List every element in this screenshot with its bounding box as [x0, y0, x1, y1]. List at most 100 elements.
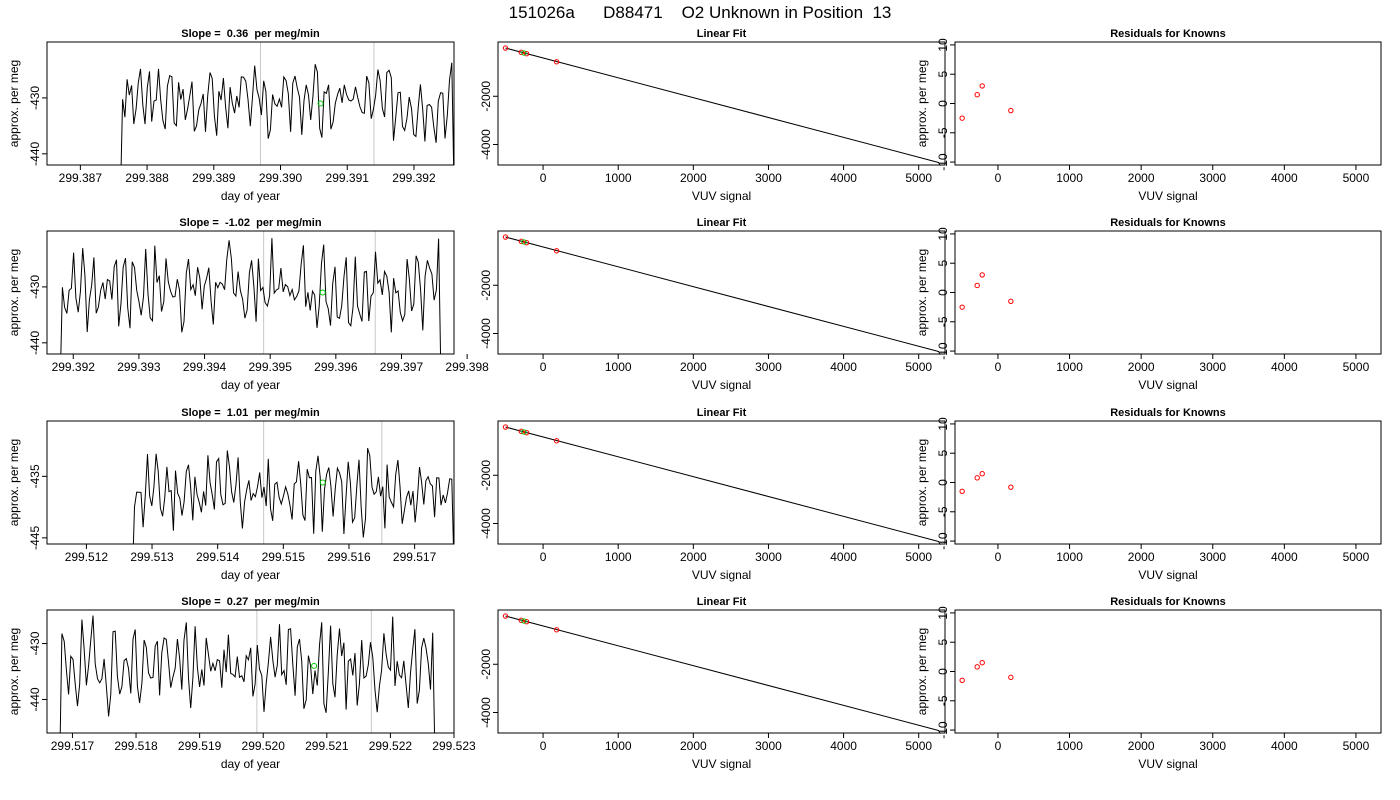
y-tick-label: 5 — [936, 260, 950, 267]
known-point — [523, 429, 530, 436]
x-tick-label: 299.390 — [259, 171, 303, 185]
known-point — [523, 50, 530, 57]
x-tick-label: 4000 — [830, 360, 857, 374]
y-tick-label: -4000 — [479, 318, 493, 349]
plot-frame — [497, 41, 946, 166]
x-axis-label: VUV signal — [1138, 757, 1197, 771]
x-tick-label: 299.523 — [432, 739, 476, 753]
known-point — [974, 92, 980, 98]
y-tick-label: -5 — [936, 127, 950, 138]
x-tick-label: 2000 — [1128, 171, 1155, 185]
known-point — [974, 475, 980, 481]
known-point — [959, 304, 965, 310]
x-axis-label: VUV signal — [692, 568, 751, 582]
x-axis-label: VUV signal — [1138, 568, 1197, 582]
unknown-point — [319, 289, 326, 296]
y-tick-label: -10 — [936, 153, 950, 171]
y-axis-label: approx. per meg — [915, 60, 929, 147]
x-tick-label: 3000 — [755, 550, 782, 564]
y-tick-label: -5 — [936, 695, 950, 706]
known-point — [553, 248, 560, 254]
panel-time-series-row-3: Slope = 1.01 per meg/min 299.512 299.513 29… — [7, 407, 455, 582]
known-point — [959, 677, 965, 683]
y-axis-label: approx. per meg — [7, 60, 21, 147]
panel-residuals-row-2: Residuals for Knowns 0 1000 2000 3000 4000 500… — [915, 217, 1382, 392]
known-point — [979, 272, 985, 278]
y-tick-label: -440 — [28, 330, 42, 354]
y-tick-label: -2000 — [479, 270, 493, 301]
x-tick-label: 3000 — [755, 360, 782, 374]
x-tick-label: 299.516 — [327, 550, 371, 564]
x-tick-label: 0 — [540, 739, 547, 753]
panel-linear-fit-row-4: Linear Fit 0 1000 2000 3000 4000 5000 -2000 -400… — [479, 596, 946, 771]
plot-area — [959, 471, 1014, 494]
y-tick-label: -440 — [28, 141, 42, 165]
unknown-point — [319, 479, 326, 486]
y-tick-label: 0 — [936, 479, 950, 486]
panel-title: Linear Fit — [697, 596, 747, 608]
y-tick-label: 10 — [936, 606, 950, 620]
plot-area — [120, 42, 454, 165]
known-point — [502, 613, 509, 619]
y-tick-label: -2000 — [479, 81, 493, 112]
x-tick-label: 4000 — [1271, 739, 1298, 753]
y-tick-label: -430 — [28, 86, 42, 110]
x-tick-label: 1000 — [1056, 360, 1083, 374]
x-axis-label: VUV signal — [692, 378, 751, 392]
x-tick-label: 299.520 — [242, 739, 286, 753]
y-tick-label: 0 — [936, 289, 950, 296]
x-axis-label: day of year — [221, 757, 280, 771]
x-axis-label: VUV signal — [692, 757, 751, 771]
known-point — [553, 438, 560, 444]
known-point — [979, 471, 985, 477]
plot-frame — [46, 420, 455, 545]
y-tick-label: -4000 — [479, 129, 493, 160]
x-tick-label: 3000 — [1199, 550, 1226, 564]
plot-frame — [497, 609, 946, 734]
known-point — [1008, 107, 1014, 114]
fit-line — [505, 615, 940, 732]
x-tick-label: 299.514 — [196, 550, 240, 564]
y-axis-label: approx. per meg — [7, 249, 21, 336]
plot-area — [502, 613, 940, 732]
known-point — [518, 49, 524, 56]
y-tick-label: -430 — [28, 275, 42, 299]
x-tick-label: 299.388 — [125, 171, 169, 185]
y-tick-label: -4000 — [479, 508, 493, 539]
x-tick-label: 3000 — [1199, 171, 1226, 185]
x-tick-label: 299.513 — [130, 550, 174, 564]
y-tick-label: -2000 — [479, 460, 493, 491]
unknown-point — [521, 50, 527, 56]
x-tick-label: 0 — [540, 550, 547, 564]
plot-frame — [954, 609, 1382, 734]
plot-frame — [46, 41, 455, 166]
panel-time-series-row-2: Slope = -1.02 per meg/min 299.392 299.393 2… — [7, 217, 489, 392]
known-point — [502, 424, 509, 430]
known-point — [979, 83, 985, 89]
plot-frame — [954, 41, 1382, 166]
panel-time-series-row-1: Slope = 0.36 per meg/min 299.387 299.388 29… — [7, 28, 455, 203]
x-tick-label: 0 — [995, 360, 1002, 374]
known-point — [979, 660, 985, 666]
panel-title: Linear Fit — [697, 407, 747, 419]
panel-time-series-row-4: Slope = 0.27 per meg/min 299.517 299.518 29… — [7, 596, 476, 771]
x-tick-label: 299.392 — [52, 360, 96, 374]
x-axis-label: VUV signal — [1138, 378, 1197, 392]
x-tick-label: 1000 — [605, 171, 632, 185]
x-tick-label: 299.518 — [114, 739, 158, 753]
plot-frame — [954, 420, 1382, 545]
x-tick-label: 299.394 — [183, 360, 227, 374]
x-tick-label: 299.387 — [59, 171, 103, 185]
y-tick-label: -5 — [936, 316, 950, 327]
plot-frame — [46, 609, 455, 734]
panel-linear-fit-row-3: Linear Fit 0 1000 2000 3000 4000 5000 -2000 -400… — [479, 407, 946, 582]
panel-title: Slope = 0.27 per meg/min — [181, 596, 320, 608]
x-tick-label: 299.398 — [445, 360, 489, 374]
x-tick-label: 3000 — [755, 739, 782, 753]
x-tick-label: 2000 — [1128, 360, 1155, 374]
known-point — [518, 617, 524, 624]
panel-residuals-row-4: Residuals for Knowns 0 1000 2000 3000 4000 500… — [915, 596, 1382, 771]
panel-linear-fit-row-2: Linear Fit 0 1000 2000 3000 4000 5000 -2000 -400… — [479, 217, 946, 392]
x-tick-label: 299.517 — [51, 739, 95, 753]
x-tick-label: 299.393 — [117, 360, 161, 374]
